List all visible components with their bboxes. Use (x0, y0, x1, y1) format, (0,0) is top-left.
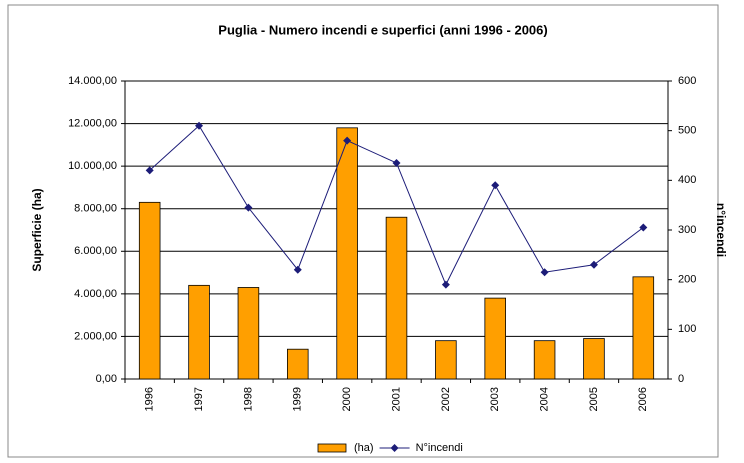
bar (435, 340, 457, 380)
y2-tick-label: 600 (678, 75, 696, 87)
x-tick-label: 2003 (489, 387, 501, 411)
y2-tick-label: 400 (678, 174, 696, 186)
line-marker (343, 136, 352, 145)
line-marker (540, 268, 549, 277)
legend-swatch (317, 443, 347, 453)
bar (287, 348, 309, 380)
y2-axis-title: n°incendi (714, 203, 728, 257)
line-marker (491, 181, 500, 190)
bar (632, 276, 655, 380)
y-tick-label: 8.000,00 (74, 203, 117, 215)
y-tick-label: 6.000,00 (74, 245, 117, 257)
x-tick-label: 2001 (390, 387, 402, 411)
y2-tick-label: 100 (678, 323, 696, 335)
y2-tick-label: 200 (678, 274, 696, 286)
chart-title: Puglia - Numero incendi e superfici (ann… (218, 22, 547, 37)
x-tick-label: 2004 (538, 387, 550, 411)
y2-tick-label: 0 (678, 373, 684, 385)
legend-label: (ha) (354, 442, 374, 454)
bar (484, 297, 506, 380)
y-tick-label: 4.000,00 (74, 288, 117, 300)
bar (188, 284, 210, 380)
y2-tick-label: 300 (678, 224, 696, 236)
line-marker (293, 265, 302, 274)
bar (138, 201, 161, 380)
line-marker (145, 166, 154, 175)
y2-tick-label: 500 (678, 125, 696, 137)
y-tick-label: 10.000,00 (68, 160, 117, 172)
chart-frame (7, 4, 719, 458)
line-marker (195, 121, 204, 130)
x-tick-label: 2002 (440, 387, 452, 411)
x-tick-label: 1997 (193, 387, 205, 411)
line-marker (639, 223, 648, 232)
bar (336, 127, 358, 380)
y-tick-label: 2.000,00 (74, 330, 117, 342)
line-marker (589, 260, 598, 269)
y-tick-label: 14.000,00 (68, 75, 117, 87)
bar (385, 216, 408, 380)
bar (237, 287, 260, 380)
x-tick-label: 2000 (341, 387, 353, 411)
legend-swatch (390, 444, 399, 452)
legend-label: N°incendi (416, 442, 463, 454)
bar (533, 340, 556, 380)
x-tick-label: 2006 (637, 387, 649, 411)
bar (583, 338, 605, 380)
y-tick-label: 12.000,00 (68, 117, 117, 129)
line-marker (441, 280, 450, 289)
x-tick-label: 2005 (588, 387, 600, 411)
y-axis-title: Superficie (ha) (30, 188, 44, 271)
x-tick-label: 1998 (242, 387, 254, 411)
x-tick-label: 1996 (144, 387, 156, 411)
line-marker (244, 203, 253, 212)
y-tick-label: 0,00 (96, 373, 117, 385)
x-tick-label: 1999 (292, 387, 304, 411)
line-marker (392, 158, 401, 167)
